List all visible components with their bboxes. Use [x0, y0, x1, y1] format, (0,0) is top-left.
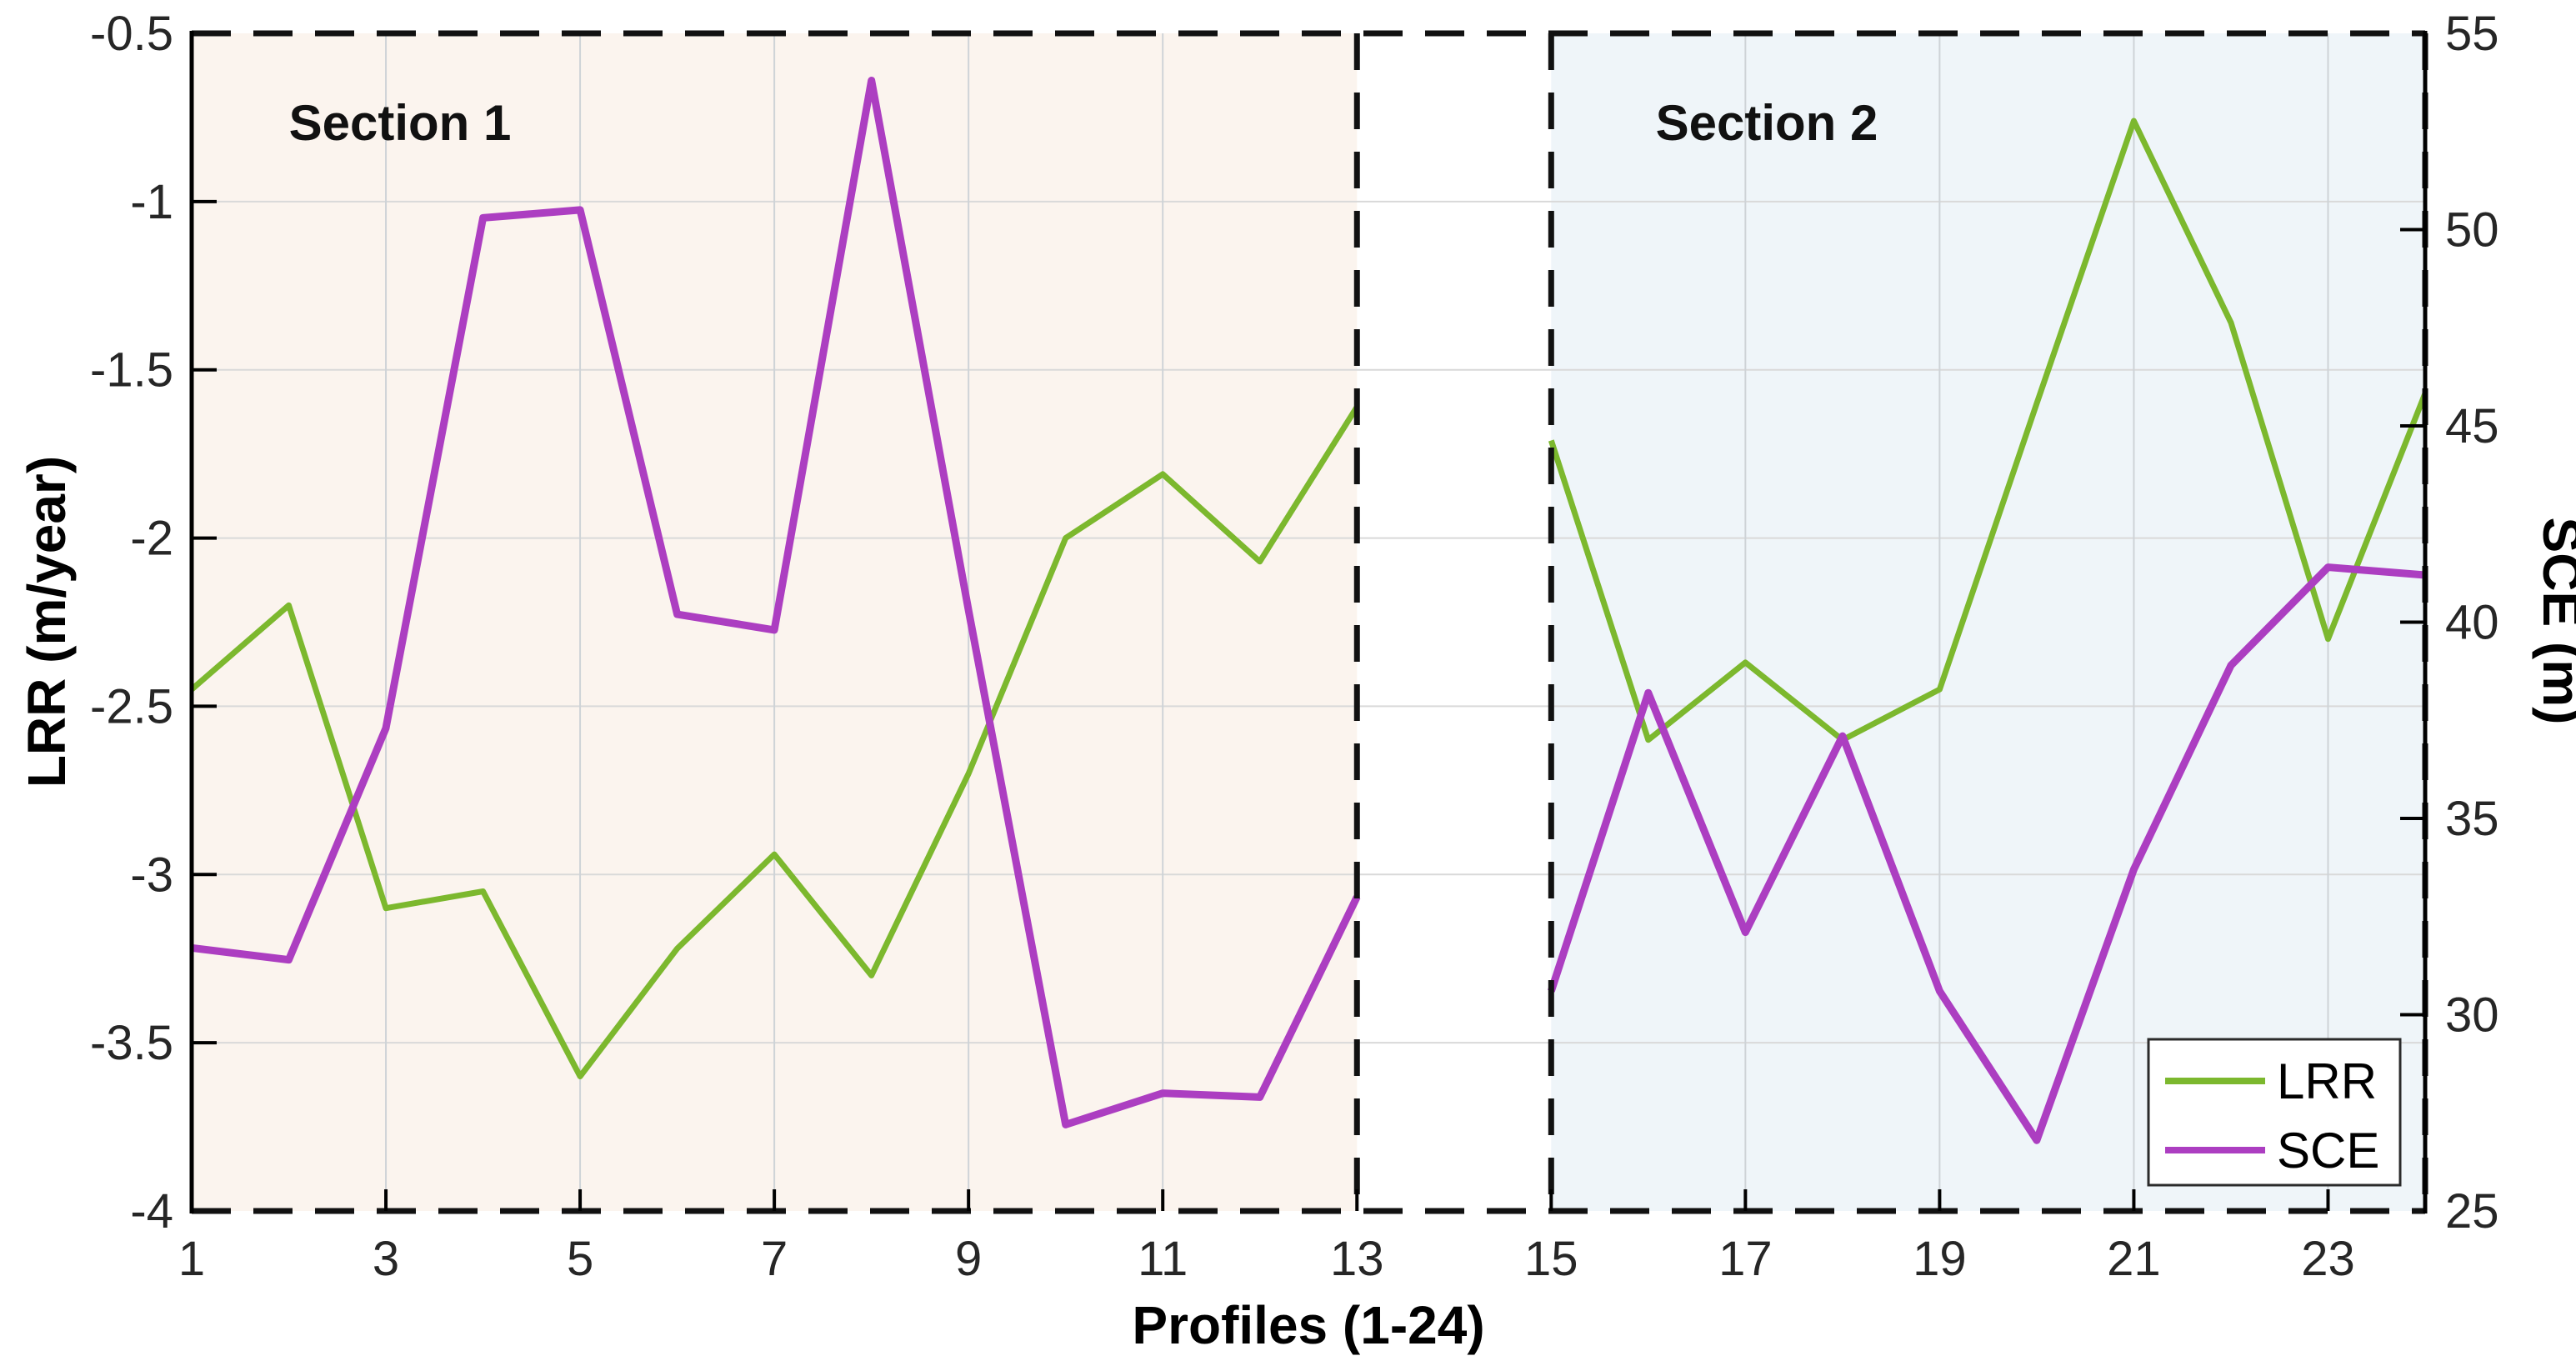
lrr-line-section-1	[189, 405, 1360, 1079]
y-left-tick-label: -3.5	[90, 1016, 173, 1070]
x-tick-label: 1	[178, 1232, 205, 1286]
legend-label-lrr: LRR	[2277, 1053, 2377, 1109]
x-tick-label: 7	[761, 1232, 788, 1286]
x-tick-label: 21	[2107, 1232, 2161, 1286]
x-tick-label: 19	[1913, 1232, 1967, 1286]
axes	[189, 31, 2428, 1213]
y-right-tick-label: 35	[2445, 792, 2499, 846]
y-axis-right-title: SCE (m)	[2532, 518, 2576, 725]
section-1-label: Section 1	[289, 95, 512, 151]
y-right-tick-label: 25	[2445, 1184, 2499, 1238]
y-right-tick-label: 50	[2445, 203, 2499, 258]
y-left-tick-label: -1.5	[90, 343, 173, 398]
y-left-tick-label: -3	[130, 848, 173, 902]
sce-line-section-2	[1548, 563, 2426, 1144]
x-tick-label: 15	[1524, 1232, 1578, 1286]
y-right-tick-label: 55	[2445, 7, 2499, 61]
y-right-tick-label: 40	[2445, 596, 2499, 650]
lrr-line-section-2	[1548, 118, 2428, 743]
x-axis-title: Profiles (1-24)	[1132, 1295, 1484, 1355]
legend[interactable]: LRR SCE	[2147, 1038, 2402, 1187]
y-left-tick-label: -2	[130, 512, 173, 566]
legend-box	[2147, 1038, 2402, 1187]
y-right-tick-label: 30	[2445, 988, 2499, 1043]
x-tick-label: 23	[2301, 1232, 2355, 1286]
legend-label-sce: SCE	[2277, 1123, 2379, 1178]
y-axis-left-title: LRR (m/year)	[17, 456, 77, 788]
y-left-tick-label: -0.5	[90, 7, 173, 61]
x-tick-label: 5	[567, 1232, 593, 1286]
y-left-tick-label: -4	[130, 1184, 173, 1238]
section-2-background	[1551, 33, 2425, 1211]
section-2-label: Section 2	[1656, 95, 1878, 151]
x-tick-label: 17	[1718, 1232, 1773, 1286]
y-left-tick-label: -2.5	[90, 679, 173, 733]
x-tick-label: 9	[955, 1232, 982, 1286]
x-tick-label: 13	[1330, 1232, 1384, 1286]
x-tick-label: 3	[373, 1232, 399, 1286]
section-backgrounds	[192, 33, 2425, 1211]
y-right-tick-label: 45	[2445, 399, 2499, 453]
data-series-lines	[189, 77, 2428, 1144]
sce-line-section-1	[191, 77, 1361, 1128]
y-left-tick-label: -1	[130, 175, 173, 229]
x-tick-label: 11	[1138, 1232, 1188, 1286]
